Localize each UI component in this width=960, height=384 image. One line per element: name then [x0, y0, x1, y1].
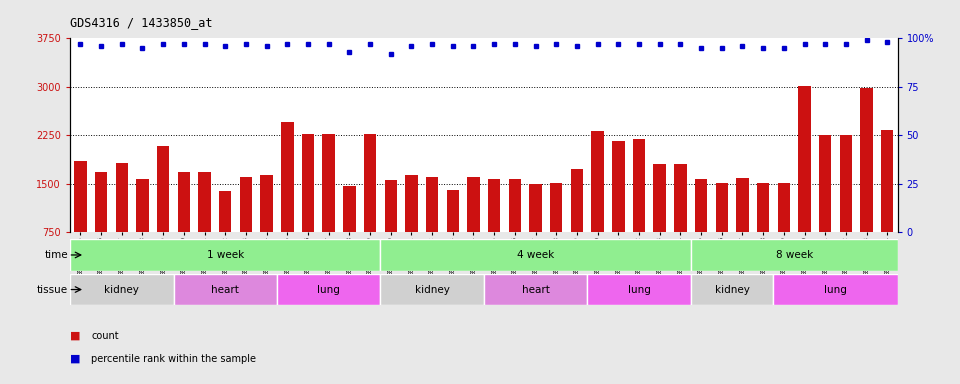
Text: lung: lung — [628, 285, 651, 295]
Bar — [364, 134, 376, 232]
Bar — [691, 274, 774, 305]
Bar — [343, 186, 355, 232]
Bar — [385, 180, 396, 232]
Bar — [860, 88, 873, 232]
Bar — [529, 184, 541, 232]
Text: kidney: kidney — [415, 285, 449, 295]
Text: lung: lung — [824, 285, 847, 295]
Bar — [654, 164, 666, 232]
Bar — [323, 134, 335, 232]
Bar — [157, 146, 169, 232]
Bar — [736, 178, 749, 232]
Bar — [691, 239, 898, 271]
Text: kidney: kidney — [105, 285, 139, 295]
Bar — [74, 161, 86, 232]
Bar — [550, 182, 563, 232]
Bar — [219, 191, 231, 232]
Text: heart: heart — [521, 285, 549, 295]
Text: ■: ■ — [70, 354, 81, 364]
Bar — [136, 179, 149, 232]
Bar — [301, 134, 314, 232]
Text: heart: heart — [211, 285, 239, 295]
Bar — [199, 172, 211, 232]
Bar — [612, 141, 625, 232]
Bar — [380, 239, 691, 271]
Bar — [446, 190, 459, 232]
Text: GDS4316 / 1433850_at: GDS4316 / 1433850_at — [70, 16, 212, 29]
Text: percentile rank within the sample: percentile rank within the sample — [91, 354, 256, 364]
Text: ■: ■ — [70, 331, 81, 341]
Bar — [380, 274, 484, 305]
Bar — [840, 135, 852, 232]
Text: time: time — [44, 250, 68, 260]
Bar — [819, 135, 831, 232]
Bar — [468, 177, 480, 232]
Bar — [281, 122, 294, 232]
Bar — [695, 179, 708, 232]
Bar — [240, 177, 252, 232]
Bar — [571, 169, 583, 232]
Bar — [778, 182, 790, 232]
Bar — [405, 175, 418, 232]
Bar — [591, 131, 604, 232]
Bar — [774, 274, 898, 305]
Bar — [70, 274, 174, 305]
Bar — [674, 164, 686, 232]
Bar — [715, 182, 728, 232]
Bar — [881, 130, 894, 232]
Bar — [178, 172, 190, 232]
Bar — [799, 86, 810, 232]
Bar — [488, 179, 500, 232]
Bar — [484, 274, 588, 305]
Text: 4 week: 4 week — [516, 250, 554, 260]
Bar — [588, 274, 691, 305]
Bar — [70, 239, 380, 271]
Bar — [115, 163, 128, 232]
Text: tissue: tissue — [37, 285, 68, 295]
Bar — [174, 274, 277, 305]
Text: count: count — [91, 331, 119, 341]
Text: 1 week: 1 week — [206, 250, 244, 260]
Text: 8 week: 8 week — [776, 250, 813, 260]
Bar — [756, 182, 769, 232]
Bar — [260, 175, 273, 232]
Bar — [633, 139, 645, 232]
Text: lung: lung — [317, 285, 340, 295]
Bar — [426, 177, 439, 232]
Bar — [509, 179, 521, 232]
Bar — [277, 274, 380, 305]
Text: kidney: kidney — [714, 285, 750, 295]
Bar — [95, 172, 108, 232]
